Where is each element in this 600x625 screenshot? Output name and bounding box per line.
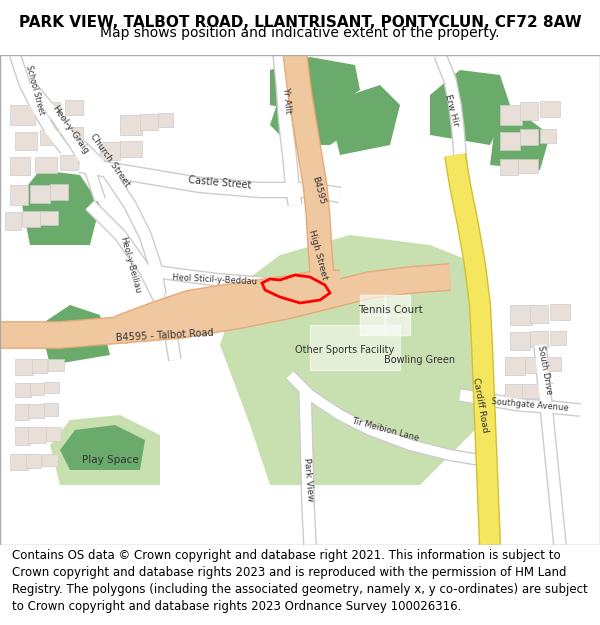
Polygon shape — [10, 185, 28, 205]
Polygon shape — [44, 403, 58, 416]
Polygon shape — [120, 141, 142, 157]
Polygon shape — [500, 132, 520, 150]
Text: Map shows position and indicative extent of the property.: Map shows position and indicative extent… — [100, 26, 500, 39]
Polygon shape — [520, 129, 538, 145]
Polygon shape — [100, 142, 120, 160]
Text: High Street: High Street — [307, 229, 329, 281]
Polygon shape — [510, 332, 530, 350]
Polygon shape — [30, 383, 44, 395]
Polygon shape — [10, 157, 30, 175]
Polygon shape — [140, 114, 158, 130]
Polygon shape — [20, 170, 100, 245]
Polygon shape — [360, 295, 410, 335]
Text: PARK VIEW, TALBOT ROAD, LLANTRISANT, PONTYCLUN, CF72 8AW: PARK VIEW, TALBOT ROAD, LLANTRISANT, PON… — [19, 16, 581, 31]
Polygon shape — [540, 101, 560, 117]
Polygon shape — [490, 120, 550, 170]
Polygon shape — [22, 211, 40, 227]
Text: Castle Street: Castle Street — [188, 175, 252, 191]
Polygon shape — [65, 127, 83, 140]
Polygon shape — [26, 454, 41, 468]
Polygon shape — [545, 357, 561, 371]
Polygon shape — [28, 427, 46, 443]
Polygon shape — [30, 185, 50, 203]
Polygon shape — [500, 159, 518, 175]
Text: Heol Sticil-y-Beddau: Heol Sticil-y-Beddau — [172, 273, 257, 287]
Polygon shape — [505, 384, 523, 400]
Text: Yr Allt: Yr Allt — [281, 86, 293, 114]
Polygon shape — [44, 382, 59, 393]
Text: Erw Hir: Erw Hir — [443, 93, 461, 127]
Polygon shape — [510, 305, 532, 325]
Text: School Street: School Street — [24, 64, 46, 116]
Polygon shape — [430, 70, 510, 145]
Polygon shape — [530, 305, 548, 323]
Polygon shape — [42, 454, 58, 466]
Text: Contains OS data © Crown copyright and database right 2021. This information is : Contains OS data © Crown copyright and d… — [12, 549, 588, 613]
Polygon shape — [65, 100, 83, 115]
Polygon shape — [505, 357, 525, 375]
Polygon shape — [5, 212, 21, 230]
Polygon shape — [60, 425, 145, 470]
Polygon shape — [158, 113, 173, 127]
Polygon shape — [15, 359, 33, 375]
Polygon shape — [10, 454, 28, 470]
Polygon shape — [220, 235, 490, 485]
Polygon shape — [60, 155, 78, 170]
Text: Heol-y-Beiliau: Heol-y-Beiliau — [118, 236, 142, 294]
Text: B4595: B4595 — [310, 175, 326, 205]
Polygon shape — [310, 325, 400, 370]
Text: South Drive: South Drive — [536, 345, 554, 395]
Polygon shape — [518, 159, 538, 173]
Polygon shape — [270, 57, 360, 115]
Text: Tennis Court: Tennis Court — [358, 305, 422, 315]
Polygon shape — [10, 105, 35, 125]
Text: Church Street: Church Street — [88, 132, 131, 188]
Text: Bowling Green: Bowling Green — [385, 355, 455, 365]
Text: Other Sports Facility: Other Sports Facility — [295, 345, 395, 355]
Polygon shape — [46, 427, 61, 441]
Polygon shape — [35, 157, 57, 173]
Polygon shape — [40, 130, 60, 145]
Polygon shape — [48, 359, 64, 371]
Polygon shape — [50, 415, 160, 485]
Polygon shape — [522, 384, 542, 398]
Polygon shape — [15, 427, 30, 445]
Text: Southgate Avenue: Southgate Avenue — [491, 397, 569, 413]
Polygon shape — [15, 383, 31, 397]
Polygon shape — [28, 404, 44, 418]
Text: Park View: Park View — [302, 458, 314, 503]
Polygon shape — [550, 304, 570, 320]
Polygon shape — [270, 75, 360, 145]
Polygon shape — [120, 115, 142, 135]
Polygon shape — [540, 129, 556, 143]
Polygon shape — [330, 85, 400, 155]
Polygon shape — [550, 331, 566, 345]
Polygon shape — [15, 132, 37, 150]
Polygon shape — [530, 331, 548, 347]
Text: Cardiff Road: Cardiff Road — [471, 377, 489, 433]
Text: Tir Meibion Lane: Tir Meibion Lane — [350, 417, 419, 443]
Polygon shape — [500, 105, 522, 125]
Polygon shape — [40, 305, 110, 365]
Text: B4595 - Talbot Road: B4595 - Talbot Road — [116, 328, 214, 342]
Polygon shape — [32, 359, 47, 373]
Text: Heol-y-Graig: Heol-y-Graig — [50, 104, 90, 156]
Polygon shape — [50, 184, 68, 200]
Polygon shape — [525, 357, 543, 373]
Polygon shape — [40, 211, 58, 225]
Polygon shape — [40, 102, 60, 120]
Polygon shape — [520, 102, 538, 120]
Text: Play Space: Play Space — [82, 455, 139, 465]
Polygon shape — [15, 404, 29, 420]
